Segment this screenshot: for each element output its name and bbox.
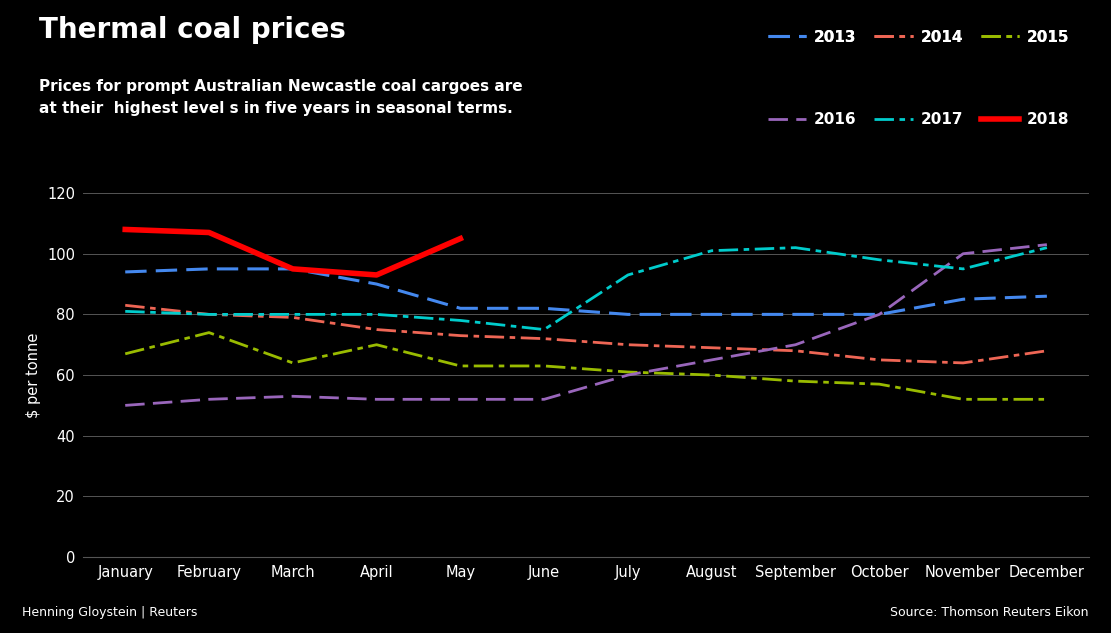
Text: Thermal coal prices: Thermal coal prices bbox=[39, 16, 346, 44]
Text: Prices for prompt Australian Newcastle coal cargoes are
at their  highest level : Prices for prompt Australian Newcastle c… bbox=[39, 79, 522, 116]
Text: Source: Thomson Reuters Eikon: Source: Thomson Reuters Eikon bbox=[890, 606, 1089, 619]
Text: Henning Gloystein | Reuters: Henning Gloystein | Reuters bbox=[22, 606, 198, 619]
Legend: 2013, 2014, 2015: 2013, 2014, 2015 bbox=[762, 23, 1075, 51]
Legend: 2016, 2017, 2018: 2016, 2017, 2018 bbox=[761, 106, 1075, 133]
Y-axis label: $ per tonne: $ per tonne bbox=[27, 332, 41, 418]
